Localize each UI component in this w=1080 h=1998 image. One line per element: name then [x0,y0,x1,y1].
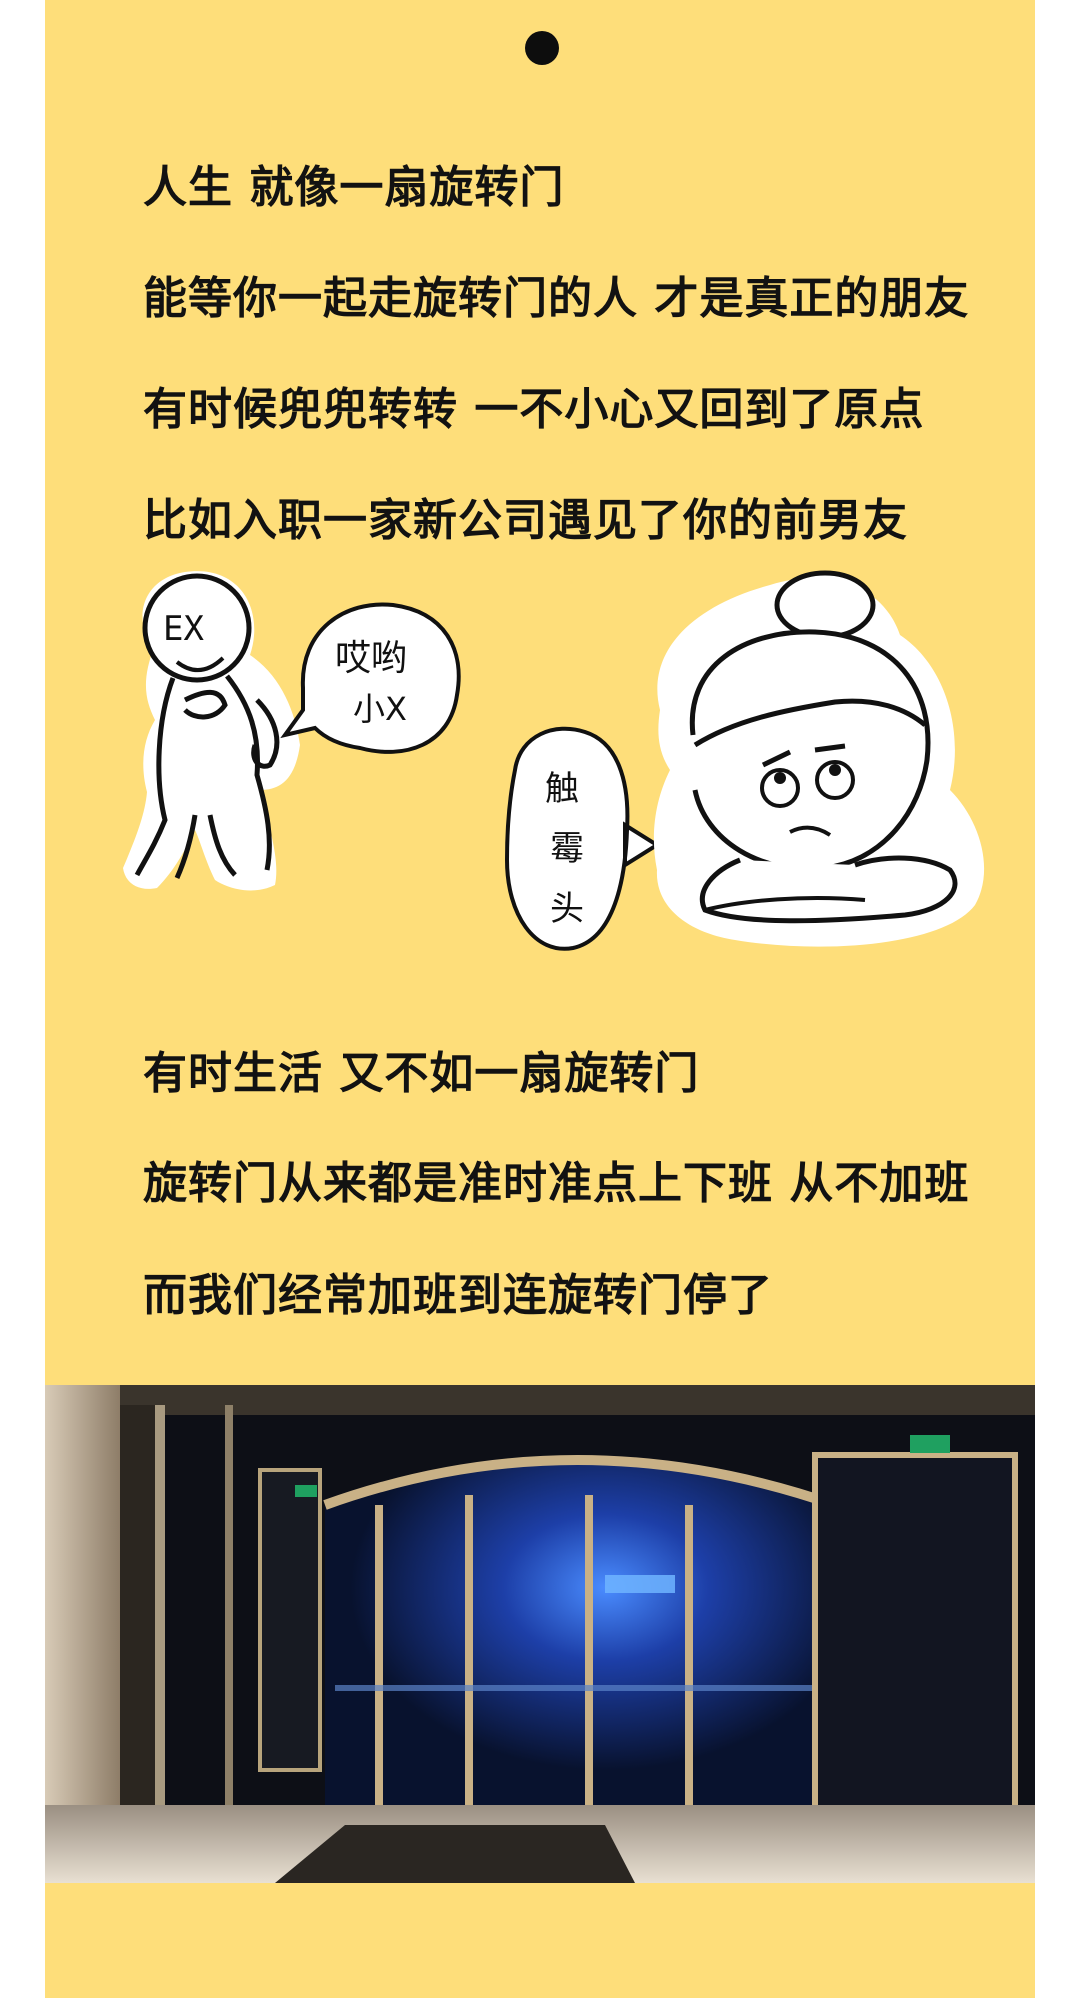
text-line-4: 比如入职一家新公司遇见了你的前男友 [143,495,908,546]
girl-character [653,570,985,947]
comic-illustration: EX 哎哟 小X 触 霉 头 [123,570,985,951]
girl-bubble-line-1: 触 [545,769,579,809]
ex-bubble-line-1: 哎哟 [335,638,407,679]
text-line-7: 而我们经常加班到连旋转门停了 [143,1270,773,1321]
ex-speech-bubble: 哎哟 小X [280,602,461,754]
girl-speech-bubble: 触 霉 头 [504,726,661,951]
ex-bubble-line-2: 小X [353,690,407,728]
text-line-2: 能等你一起走旋转门的人 才是真正的朋友 [143,273,970,324]
text-line-6: 旋转门从来都是准时准点上下班 从不加班 [143,1158,970,1209]
text-line-5: 有时生活 又不如一扇旋转门 [143,1048,700,1099]
ex-label: EX [163,609,204,649]
pin-dot-icon [525,31,559,65]
girl-bubble-line-2: 霉 [550,829,584,869]
revolving-door-photo [45,1385,1035,1883]
ex-character: EX [123,571,300,891]
text-line-1: 人生 就像一扇旋转门 [143,162,565,213]
text-line-3: 有时候兜兜转转 一不小心又回到了原点 [143,384,925,435]
girl-bubble-line-3: 头 [550,889,584,929]
article-card: 人生 就像一扇旋转门 能等你一起走旋转门的人 才是真正的朋友 有时候兜兜转转 一… [45,0,1035,1998]
